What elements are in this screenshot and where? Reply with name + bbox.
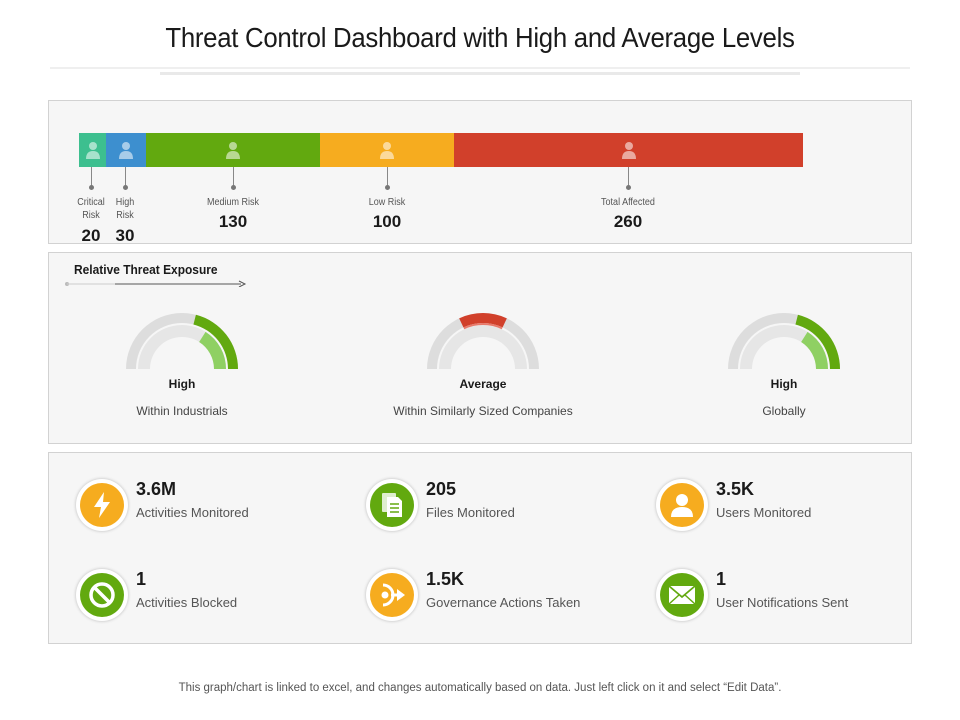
gauge-fill-inner <box>463 323 503 330</box>
gauge-dial <box>126 313 238 369</box>
gauge-dial <box>728 313 840 369</box>
stat-label: Governance Actions Taken <box>426 595 581 610</box>
gauge-level: High <box>770 377 798 391</box>
stat-value: 205 <box>426 479 457 499</box>
gauge-track-inner <box>439 325 527 369</box>
stat-icon-badge <box>366 479 418 531</box>
gauge-similar-companies: Average <box>423 309 543 391</box>
risk-bar-segment-medium[interactable] <box>146 133 320 167</box>
stat-value: 1 <box>136 569 147 589</box>
gauge-globally: High <box>724 309 844 391</box>
leader-line <box>91 167 92 187</box>
person-icon <box>621 142 636 159</box>
stat-activities-monitored: 3.6M Activities Monitored <box>76 479 336 533</box>
gauge-track-outer <box>427 313 539 369</box>
leader-dot <box>231 185 236 190</box>
risk-label-total: Total Affected <box>601 197 655 208</box>
stat-label: Files Monitored <box>426 505 515 520</box>
risk-label-medium: Medium Risk <box>206 197 260 208</box>
risk-label-high: High Risk <box>115 197 135 221</box>
gauge-fill <box>459 313 507 328</box>
stat-notifications-sent: 1 User Notifications Sent <box>656 569 916 623</box>
person-icon <box>85 142 100 159</box>
leader-line <box>628 167 629 187</box>
stat-value: 3.5K <box>716 479 755 499</box>
risk-label-low: Low Risk <box>368 197 406 208</box>
stat-governance-actions: 1.5K Governance Actions Taken <box>366 569 626 623</box>
stat-files-monitored: 205 Files Monitored <box>366 479 626 533</box>
gauge-fill-inner <box>199 331 226 369</box>
page-title: Threat Control Dashboard with High and A… <box>165 22 795 53</box>
gauge-dial <box>427 313 539 369</box>
stat-icon-badge <box>76 479 128 531</box>
risk-bar-segment-low[interactable] <box>320 133 454 167</box>
risk-value-critical: 20 <box>81 226 101 245</box>
leader-line <box>125 167 126 187</box>
stat-users-monitored: 3.5K Users Monitored <box>656 479 916 533</box>
title-divider <box>50 67 910 69</box>
risk-bar-segment-critical[interactable] <box>79 133 106 167</box>
leader-line <box>233 167 234 187</box>
stat-label: Activities Blocked <box>136 595 238 610</box>
risk-value-medium: 130 <box>218 212 248 231</box>
stat-activities-blocked: 1 Activities Blocked <box>76 569 336 623</box>
gauge-fill <box>193 314 238 369</box>
envelope-icon <box>668 585 696 605</box>
stat-label: Activities Monitored <box>136 505 249 520</box>
gauge-caption: Globally <box>762 404 806 418</box>
stat-icon-badge <box>656 479 708 531</box>
leader-dot <box>123 185 128 190</box>
document-icon <box>382 493 402 517</box>
risk-distribution-panel: Critical Risk 20 High Risk 30 Medium Risk … <box>48 100 912 245</box>
person-icon <box>380 142 394 159</box>
leader-dot <box>385 185 390 190</box>
footer-note: This graph/chart is linked to excel, and… <box>178 682 782 694</box>
stat-label: Users Monitored <box>716 505 812 520</box>
gauge-caption: Within Similarly Sized Companies <box>393 404 573 418</box>
section-title: Relative Threat Exposure <box>74 262 218 277</box>
stat-value: 3.6M <box>136 479 177 499</box>
leader-dot <box>89 185 94 190</box>
title-arrow <box>65 280 247 287</box>
action-arrow-icon <box>381 583 405 607</box>
title-underline <box>160 72 800 75</box>
risk-value-low: 100 <box>372 212 402 231</box>
person-icon <box>119 142 133 159</box>
risk-value-high: 30 <box>115 226 135 245</box>
stat-icon-badge <box>366 569 418 621</box>
risk-bar-segment-high[interactable] <box>106 133 146 167</box>
lightning-icon <box>94 492 110 518</box>
user-icon <box>671 494 693 517</box>
gauge-level: High <box>168 377 196 391</box>
stat-value: 1 <box>716 569 727 589</box>
stat-value: 1.5K <box>426 569 465 589</box>
stat-icon-badge <box>656 569 708 621</box>
gauge-fill <box>795 314 840 369</box>
stat-icon-badge <box>76 569 128 621</box>
stat-label: User Notifications Sent <box>716 595 849 610</box>
blocked-icon <box>89 582 115 608</box>
gauge-industrials: High <box>122 309 242 391</box>
risk-value-total: 260 <box>613 212 643 231</box>
leader-line <box>387 167 388 187</box>
risk-bar-segment-total[interactable] <box>454 133 803 167</box>
leader-dot <box>626 185 631 190</box>
risk-label-critical: Critical Risk <box>77 197 105 221</box>
gauge-fill-inner <box>801 331 828 369</box>
monitoring-stats-panel: 3.6M Activities Monitored 205 Files Moni… <box>48 452 912 644</box>
threat-exposure-panel: Relative Threat Exposure High Within Ind… <box>48 252 912 444</box>
gauge-caption: Within Industrials <box>136 404 228 418</box>
gauge-level: Average <box>459 377 507 391</box>
person-icon <box>226 142 240 159</box>
